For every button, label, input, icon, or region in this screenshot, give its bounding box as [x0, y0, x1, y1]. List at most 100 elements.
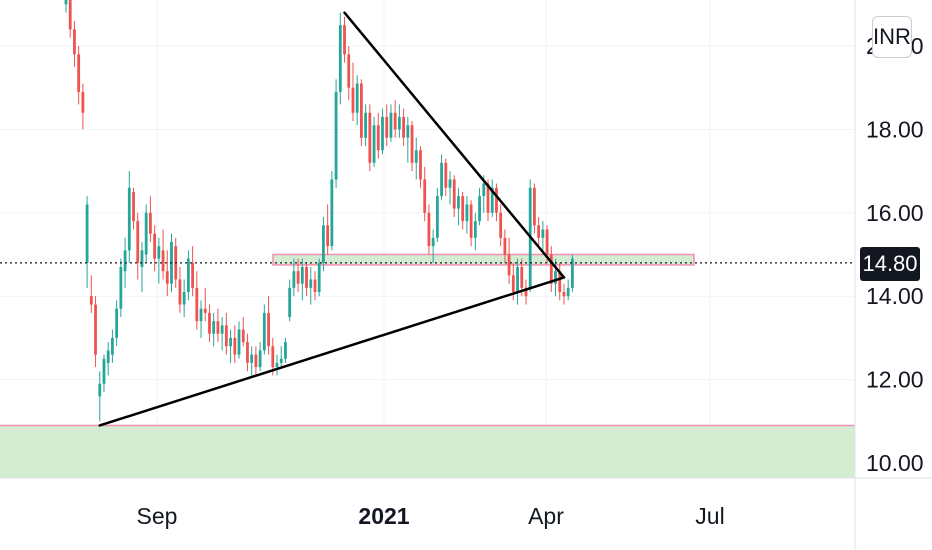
candle: [558, 262, 562, 301]
candle: [161, 229, 165, 280]
candle: [355, 75, 359, 126]
candle-body: [372, 125, 376, 163]
candle: [516, 258, 519, 305]
candle: [288, 279, 292, 322]
candle-body: [444, 162, 448, 188]
candle-body: [486, 183, 490, 213]
candle: [178, 267, 182, 313]
candle: [448, 171, 452, 205]
candle-body: [123, 250, 127, 272]
candle-body: [330, 179, 334, 247]
candle: [499, 204, 503, 247]
currency-button[interactable]: INR: [872, 16, 912, 58]
candles: [64, 0, 574, 422]
candle: [406, 116, 410, 163]
candle-body: [343, 25, 346, 55]
candle: [140, 241, 144, 293]
candle-body: [233, 337, 237, 355]
candle: [385, 104, 389, 147]
candle: [452, 175, 456, 217]
candle: [419, 146, 422, 188]
candle: [410, 121, 414, 172]
candle-body: [326, 225, 330, 247]
grid: [0, 0, 855, 478]
candle: [296, 258, 300, 293]
candle-body: [545, 229, 549, 255]
candle-body: [199, 308, 203, 322]
candle: [571, 254, 574, 293]
y-tick-label: 14.00: [866, 283, 924, 309]
candle: [144, 204, 148, 263]
support-zone: [0, 425, 855, 478]
candle-body: [558, 271, 562, 293]
candle: [165, 250, 169, 297]
candle: [279, 346, 283, 368]
candle-body: [258, 350, 262, 368]
candle-body: [292, 271, 296, 288]
candle-body: [186, 258, 190, 293]
candle: [326, 204, 330, 255]
candle: [313, 271, 317, 301]
candle: [246, 333, 249, 372]
candle-body: [554, 271, 557, 284]
candle-body: [271, 346, 275, 368]
candle-body: [127, 187, 131, 251]
candle-body: [317, 262, 321, 293]
candle: [372, 116, 376, 167]
candle-body: [533, 187, 536, 226]
candle: [566, 279, 570, 301]
candle-body: [203, 308, 207, 313]
candle-body: [262, 312, 266, 351]
candle-body: [132, 191, 135, 222]
candle: [275, 354, 279, 376]
candle-body: [465, 204, 469, 222]
candle: [435, 187, 439, 242]
candle: [322, 216, 325, 272]
candle-body: [220, 325, 224, 334]
candle: [364, 104, 368, 147]
candle: [490, 179, 494, 217]
candle: [305, 262, 308, 297]
candle: [68, 0, 72, 38]
candle: [77, 46, 81, 105]
candle: [220, 317, 224, 351]
candle-body: [73, 29, 76, 55]
candle-body: [473, 221, 477, 238]
candle: [334, 79, 338, 188]
candle-body: [402, 116, 405, 138]
candle-body: [397, 116, 401, 130]
candle-body: [182, 292, 186, 305]
candle-body: [305, 267, 308, 288]
candle-body: [571, 258, 574, 288]
candle: [81, 83, 85, 130]
candle: [495, 183, 498, 222]
candle-body: [115, 308, 119, 338]
candle-body: [368, 112, 372, 163]
candle-body: [355, 83, 359, 113]
y-tick-label: 12.00: [866, 367, 924, 393]
candle: [503, 229, 507, 263]
candle-body: [461, 196, 465, 222]
x-tick-label: Apr: [528, 503, 564, 529]
triangle-lower-line: [98, 276, 566, 427]
candle-body: [77, 54, 81, 92]
candle: [368, 104, 372, 172]
candle-body: [322, 225, 325, 263]
candle: [284, 337, 287, 363]
candle: [127, 171, 131, 263]
candle-body: [490, 187, 494, 213]
candle-body: [511, 275, 515, 293]
candle-body: [119, 267, 123, 309]
candle-body: [440, 162, 443, 197]
candle: [267, 296, 270, 355]
candle: [64, 0, 68, 13]
candle: [115, 300, 119, 347]
candle-body: [516, 267, 519, 293]
candle-body: [178, 279, 182, 305]
y-tick-label: 10.00: [866, 450, 924, 476]
candle-body: [541, 229, 545, 238]
candle-body: [111, 337, 114, 355]
price-zones: [0, 253, 855, 478]
candle-body: [237, 329, 241, 355]
